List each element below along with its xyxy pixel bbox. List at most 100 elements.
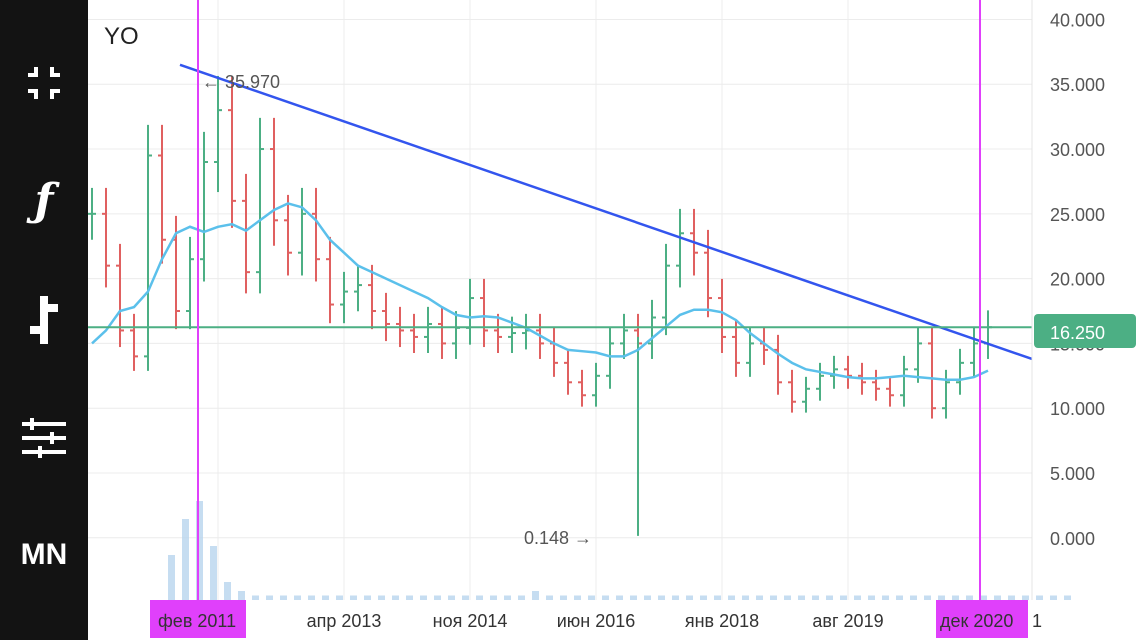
volume-bar: [658, 595, 665, 600]
mn-label: MN: [20, 538, 68, 571]
volume-bar: [868, 595, 875, 600]
marker-label-start: фев 2011: [150, 600, 246, 638]
ohlc-bar: [368, 264, 376, 330]
volume-bar: [994, 595, 1001, 600]
volume-bar: [560, 595, 567, 600]
ohlc-bar: [592, 362, 600, 407]
volume-bar: [798, 595, 805, 600]
volume-bar: [756, 595, 763, 600]
volume-bar: [364, 595, 371, 600]
volume-bar: [728, 595, 735, 600]
volume-bar: [938, 595, 945, 600]
ohlc-bar: [928, 327, 936, 419]
ohlc-bar: [158, 124, 166, 264]
volume-bar: [952, 595, 959, 600]
volume-bar: [700, 595, 707, 600]
volume-bar: [462, 595, 469, 600]
ohlc-bar: [298, 187, 306, 276]
ohlc-bar: [200, 131, 208, 282]
ohlc-bar: [942, 369, 950, 419]
y-tick-label: 30.000: [1050, 140, 1105, 160]
ohlc-bar: [844, 355, 852, 389]
ohlc-bar: [550, 327, 558, 377]
x-tick-label: авг 2019: [812, 611, 883, 631]
volume-bar: [392, 595, 399, 600]
ohlc-bar: [410, 313, 418, 354]
price-chart[interactable]: 40.000 35.000 30.000 25.000 20.000 1 5.000 10.0…: [88, 0, 1136, 640]
bar-style-icon[interactable]: [0, 285, 88, 355]
volume-bar: [504, 595, 511, 600]
volume-bar: [168, 555, 175, 600]
y-tick-label: 0.000: [1050, 529, 1095, 549]
fullscreen-exit-icon[interactable]: [0, 48, 88, 118]
volume-bar: [532, 591, 539, 600]
ohlc-bar: [88, 187, 96, 240]
function-glyph: ƒ: [34, 174, 54, 226]
ohlc-bar: [186, 236, 194, 330]
volume-bar: [854, 595, 861, 600]
volume-bar: [882, 595, 889, 600]
volume-bar: [602, 595, 609, 600]
ohlc-bar: [340, 271, 348, 324]
volume-bar: [196, 501, 203, 600]
high-annotation: ← 35.970: [202, 72, 280, 92]
ohlc-bar: [718, 278, 726, 354]
settings-sliders-icon[interactable]: [0, 403, 88, 473]
volume-bar: [980, 595, 987, 600]
ohlc-bar: [788, 369, 796, 413]
ohlc-bar: [228, 75, 236, 228]
ohlc-bar: [424, 306, 432, 354]
function-icon[interactable]: ƒ: [0, 165, 88, 235]
volume-bar: [518, 595, 525, 600]
ohlc-bar: [480, 278, 488, 348]
x-tick-label: июн 2016: [557, 611, 636, 631]
volume-bar: [420, 595, 427, 600]
ohlc-bar: [522, 313, 530, 350]
x-tick-label: янв 2018: [685, 611, 759, 631]
y-tick-label: 10.000: [1050, 399, 1105, 419]
volume-bar: [238, 591, 245, 600]
ohlc-bar: [676, 208, 684, 288]
marker-end-text: дек 2020: [940, 611, 1013, 631]
ohlc-bar: [746, 327, 754, 377]
volume-bar: [714, 595, 721, 600]
ohlc-bar: [214, 75, 222, 193]
ohlc-bar: [956, 348, 964, 395]
x-tick-label: 1: [1032, 611, 1042, 631]
volume-bar: [826, 595, 833, 600]
volume-bar: [784, 595, 791, 600]
ohlc-bar: [116, 243, 124, 348]
marker-start-text: фев 2011: [158, 611, 236, 631]
y-tick-label: 20.000: [1050, 270, 1105, 290]
ohlc-bar: [312, 187, 320, 282]
volume-bar: [812, 595, 819, 600]
volume-bar: [1050, 595, 1057, 600]
volume-bar: [630, 595, 637, 600]
mn-button[interactable]: MN: [0, 520, 88, 590]
ohlc-bars: [88, 75, 992, 536]
volume-bar: [546, 595, 553, 600]
volume-bar: [896, 595, 903, 600]
marker-label-end: дек 2020: [936, 600, 1028, 638]
volume-bar: [770, 595, 777, 600]
ohlc-bar: [984, 310, 992, 359]
ohlc-bar: [704, 229, 712, 318]
y-tick-label: 40.000: [1050, 10, 1105, 30]
volume-bar: [406, 595, 413, 600]
volume-bar: [266, 595, 273, 600]
volume-bar: [350, 595, 357, 600]
current-price-label: 16.250: [1050, 323, 1105, 343]
moving-average-line: [91, 202, 989, 381]
ohlc-bar: [494, 313, 502, 354]
volume-bar: [1064, 595, 1071, 600]
volume-bar: [1008, 595, 1015, 600]
ohlc-bar: [872, 369, 880, 401]
price-axis: 40.00035.00030.00025.00020.00015.00010.0…: [1050, 10, 1105, 548]
current-price-tag: 16.250: [1034, 314, 1136, 348]
ohlc-bar: [438, 306, 446, 359]
ohlc-bar: [564, 348, 572, 395]
ohlc-bar: [914, 327, 922, 383]
volume-bar: [1036, 595, 1043, 600]
ohlc-bar: [732, 320, 740, 377]
